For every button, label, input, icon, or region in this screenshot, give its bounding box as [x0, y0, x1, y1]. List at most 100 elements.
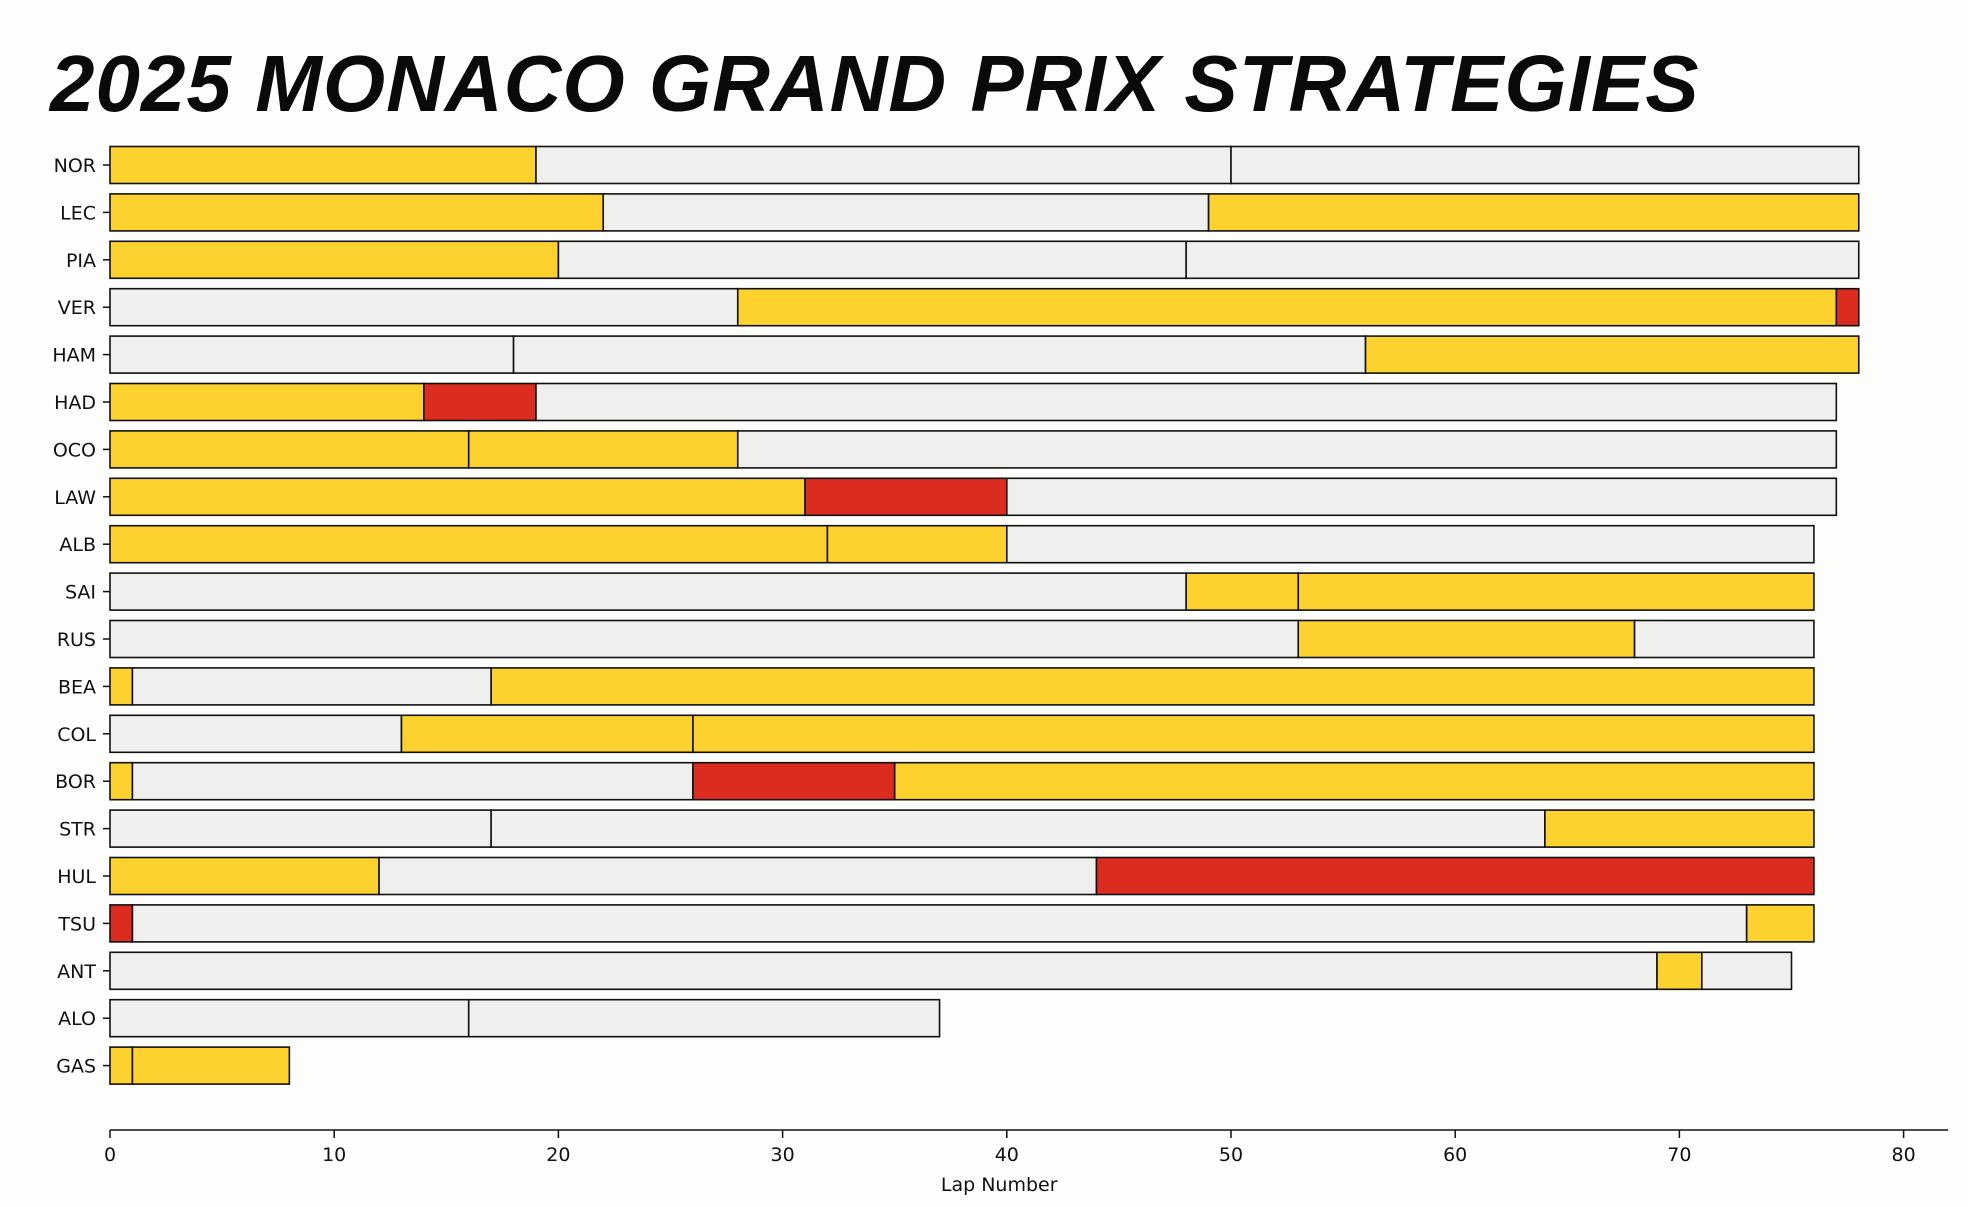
driver-row-lec — [109, 193, 1860, 232]
stint-bar-nor-1 — [109, 145, 537, 185]
driver-row-pia — [109, 240, 1860, 280]
y-tick-label: BEA — [58, 676, 96, 698]
driver-row-had — [109, 382, 1838, 422]
driver-row-str — [109, 809, 1815, 848]
stint-bar-gas-1 — [109, 1046, 134, 1085]
y-tick-label: COL — [57, 724, 96, 746]
bars-layer — [109, 145, 1860, 1085]
stint-bar-oco-3 — [736, 430, 1838, 469]
stint-bar-hul-3 — [1095, 856, 1815, 896]
stint-bar-ham-1 — [109, 335, 515, 374]
y-tick-label: PIA — [66, 250, 96, 272]
stint-bar-str-3 — [1544, 809, 1815, 848]
stint-bar-sai-1 — [109, 572, 1187, 611]
driver-row-sai — [109, 572, 1815, 611]
chart-title: 2025 MONACO GRAND PRIX STRATEGIES — [50, 39, 1700, 128]
y-tick-label: ALB — [59, 534, 96, 556]
stint-bar-ant-1 — [109, 951, 1658, 991]
y-tick-label: NOR — [54, 155, 96, 177]
stint-bar-col-1 — [109, 714, 403, 754]
stint-bar-rus-2 — [1297, 619, 1636, 659]
stint-bar-ant-3 — [1701, 951, 1793, 991]
stint-bar-had-1 — [109, 382, 425, 422]
y-tick-label: VER — [58, 297, 96, 319]
stint-bar-hul-2 — [378, 856, 1098, 896]
y-tick-label: STR — [59, 819, 96, 841]
x-tick-label: 0 — [104, 1144, 116, 1166]
stint-bar-ver-2 — [736, 287, 1838, 327]
driver-row-ham — [109, 335, 1860, 374]
stint-bar-hul-1 — [109, 856, 380, 896]
driver-row-alo — [109, 998, 941, 1038]
stint-bar-ham-2 — [512, 335, 1367, 374]
stint-bar-tsu-1 — [109, 904, 134, 943]
stint-bar-col-2 — [400, 714, 694, 754]
y-tick-label: HUL — [57, 866, 96, 888]
stint-bar-lec-1 — [109, 193, 605, 232]
y-tick-label: LAW — [54, 487, 96, 509]
driver-row-tsu — [109, 904, 1815, 943]
x-tick-label: 20 — [546, 1144, 570, 1166]
stint-bar-gas-2 — [131, 1046, 291, 1085]
y-tick-label: TSU — [57, 913, 96, 935]
stint-bar-alb-2 — [826, 524, 1008, 564]
x-tick-label: 10 — [322, 1144, 346, 1166]
stint-bar-had-3 — [535, 382, 1838, 422]
stint-bar-nor-2 — [535, 145, 1232, 185]
stint-bar-nor-3 — [1230, 145, 1860, 185]
stint-bar-oco-2 — [467, 430, 739, 469]
driver-row-bea — [109, 667, 1815, 706]
stint-bar-law-1 — [109, 477, 806, 517]
driver-row-alb — [109, 524, 1815, 564]
stint-bar-tsu-2 — [131, 904, 1748, 943]
stint-bar-alb-1 — [109, 524, 829, 564]
x-tick-label: 50 — [1219, 1144, 1243, 1166]
stint-bar-alo-1 — [109, 998, 470, 1038]
stint-bar-bor-1 — [109, 761, 134, 801]
y-tick-label: BOR — [55, 771, 96, 793]
stint-bar-had-2 — [423, 382, 537, 422]
stint-bar-ham-3 — [1364, 335, 1860, 374]
driver-row-rus — [109, 619, 1815, 659]
x-tick-label: 40 — [995, 1144, 1019, 1166]
stint-bar-alo-2 — [467, 998, 941, 1038]
stint-bar-bor-3 — [692, 761, 896, 801]
x-axis: 0 10 20 30 40 50 60 70 80 — [104, 1129, 1948, 1166]
stint-bar-pia-1 — [109, 240, 560, 280]
stint-bar-rus-1 — [109, 619, 1300, 659]
driver-row-oco — [109, 430, 1838, 469]
driver-row-nor — [109, 145, 1860, 185]
y-axis: NOR LEC PIA VER HAM HAD OCO LAW ALB SAI RUS BEA COL B… — [52, 155, 110, 1078]
stint-bar-col-3 — [692, 714, 1815, 754]
stint-bar-str-2 — [490, 809, 1546, 848]
stint-bar-oco-1 — [109, 430, 470, 469]
driver-row-gas — [109, 1046, 291, 1085]
driver-row-ver — [109, 287, 1860, 327]
stint-bar-sai-3 — [1297, 572, 1815, 611]
stint-bar-pia-2 — [557, 240, 1187, 280]
y-tick-label: HAM — [52, 345, 96, 367]
driver-row-hul — [109, 856, 1815, 896]
driver-row-col — [109, 714, 1815, 754]
y-tick-label: HAD — [54, 392, 96, 414]
stint-bar-law-2 — [804, 477, 1008, 517]
stint-bar-bor-2 — [131, 761, 694, 801]
stint-bar-ver-3 — [1835, 287, 1860, 327]
stint-bar-ant-2 — [1656, 951, 1703, 991]
driver-row-bor — [109, 761, 1815, 801]
y-tick-label: ALO — [58, 1008, 96, 1030]
x-tick-label: 80 — [1892, 1144, 1916, 1166]
stint-bar-bor-4 — [893, 761, 1815, 801]
driver-row-ant — [109, 951, 1793, 991]
stint-bar-bea-1 — [109, 667, 134, 706]
y-tick-label: SAI — [65, 582, 96, 604]
stint-bar-lec-3 — [1207, 193, 1860, 232]
stint-bar-rus-3 — [1633, 619, 1815, 659]
x-tick-label: 70 — [1667, 1144, 1691, 1166]
stint-bar-ver-1 — [109, 287, 739, 327]
stint-bar-tsu-3 — [1745, 904, 1815, 943]
stint-bar-pia-3 — [1185, 240, 1860, 280]
x-tick-label: 30 — [771, 1144, 795, 1166]
